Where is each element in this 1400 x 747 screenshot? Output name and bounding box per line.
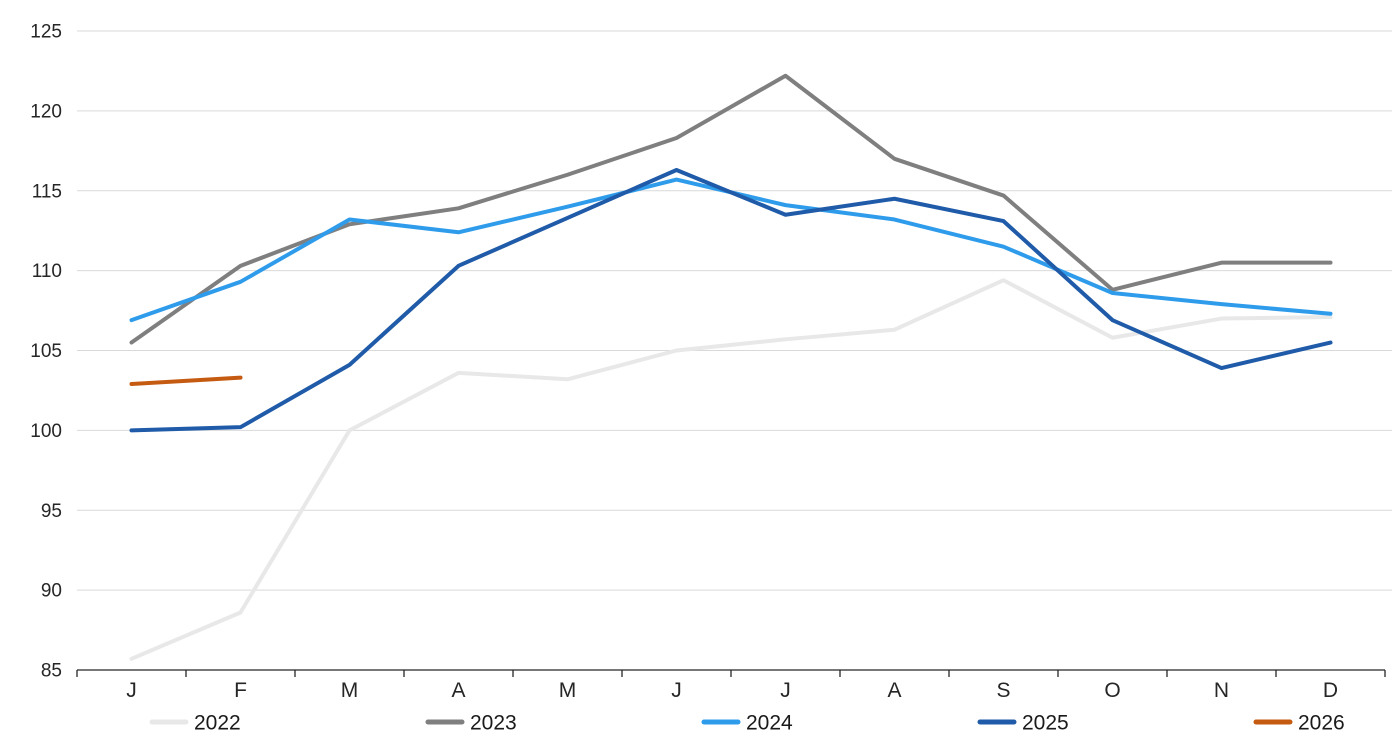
legend-label-2023: 2023 <box>470 712 517 735</box>
x-axis-label-4: M <box>559 679 577 702</box>
series-line-2023 <box>129 73 1333 345</box>
x-axis-label-8: S <box>996 679 1010 702</box>
y-axis-label: 90 <box>41 581 62 602</box>
y-axis-label: 85 <box>41 661 62 682</box>
x-axis-label-2: M <box>341 679 359 702</box>
legend-label-2022: 2022 <box>194 712 241 735</box>
legend-label-2025: 2025 <box>1022 712 1069 735</box>
x-axis-label-0: J <box>126 679 137 702</box>
x-axis-label-6: J <box>780 679 791 702</box>
y-axis-label: 125 <box>30 22 62 43</box>
x-axis-label-10: N <box>1214 679 1229 702</box>
series-line-2022 <box>129 278 1333 661</box>
y-axis-label: 110 <box>32 261 62 282</box>
x-axis-label-1: F <box>234 679 247 702</box>
legend-item-2024: 2024 <box>701 712 793 735</box>
y-axis-label: 100 <box>30 421 62 442</box>
legend-item-2025: 2025 <box>977 712 1069 735</box>
x-axis-label-3: A <box>451 679 465 702</box>
y-axis-label: 95 <box>41 501 62 522</box>
legend-label-2026: 2026 <box>1298 712 1345 735</box>
legend-item-2022: 2022 <box>149 712 241 735</box>
x-axis-label-11: D <box>1323 679 1338 702</box>
x-axis-label-5: J <box>671 679 682 702</box>
legend-item-2023: 2023 <box>425 712 517 735</box>
x-axis-label-9: O <box>1104 679 1120 702</box>
series-line-2025 <box>129 167 1333 433</box>
y-axis-label: 115 <box>32 181 62 202</box>
y-axis-label: 105 <box>30 341 62 362</box>
legend-label-2024: 2024 <box>746 712 793 735</box>
y-axis-label: 120 <box>30 101 62 122</box>
series-line-2024 <box>129 177 1333 323</box>
series-line-2026 <box>129 375 243 387</box>
legend-item-2026: 2026 <box>1253 712 1345 735</box>
x-axis-label-7: A <box>887 679 901 702</box>
